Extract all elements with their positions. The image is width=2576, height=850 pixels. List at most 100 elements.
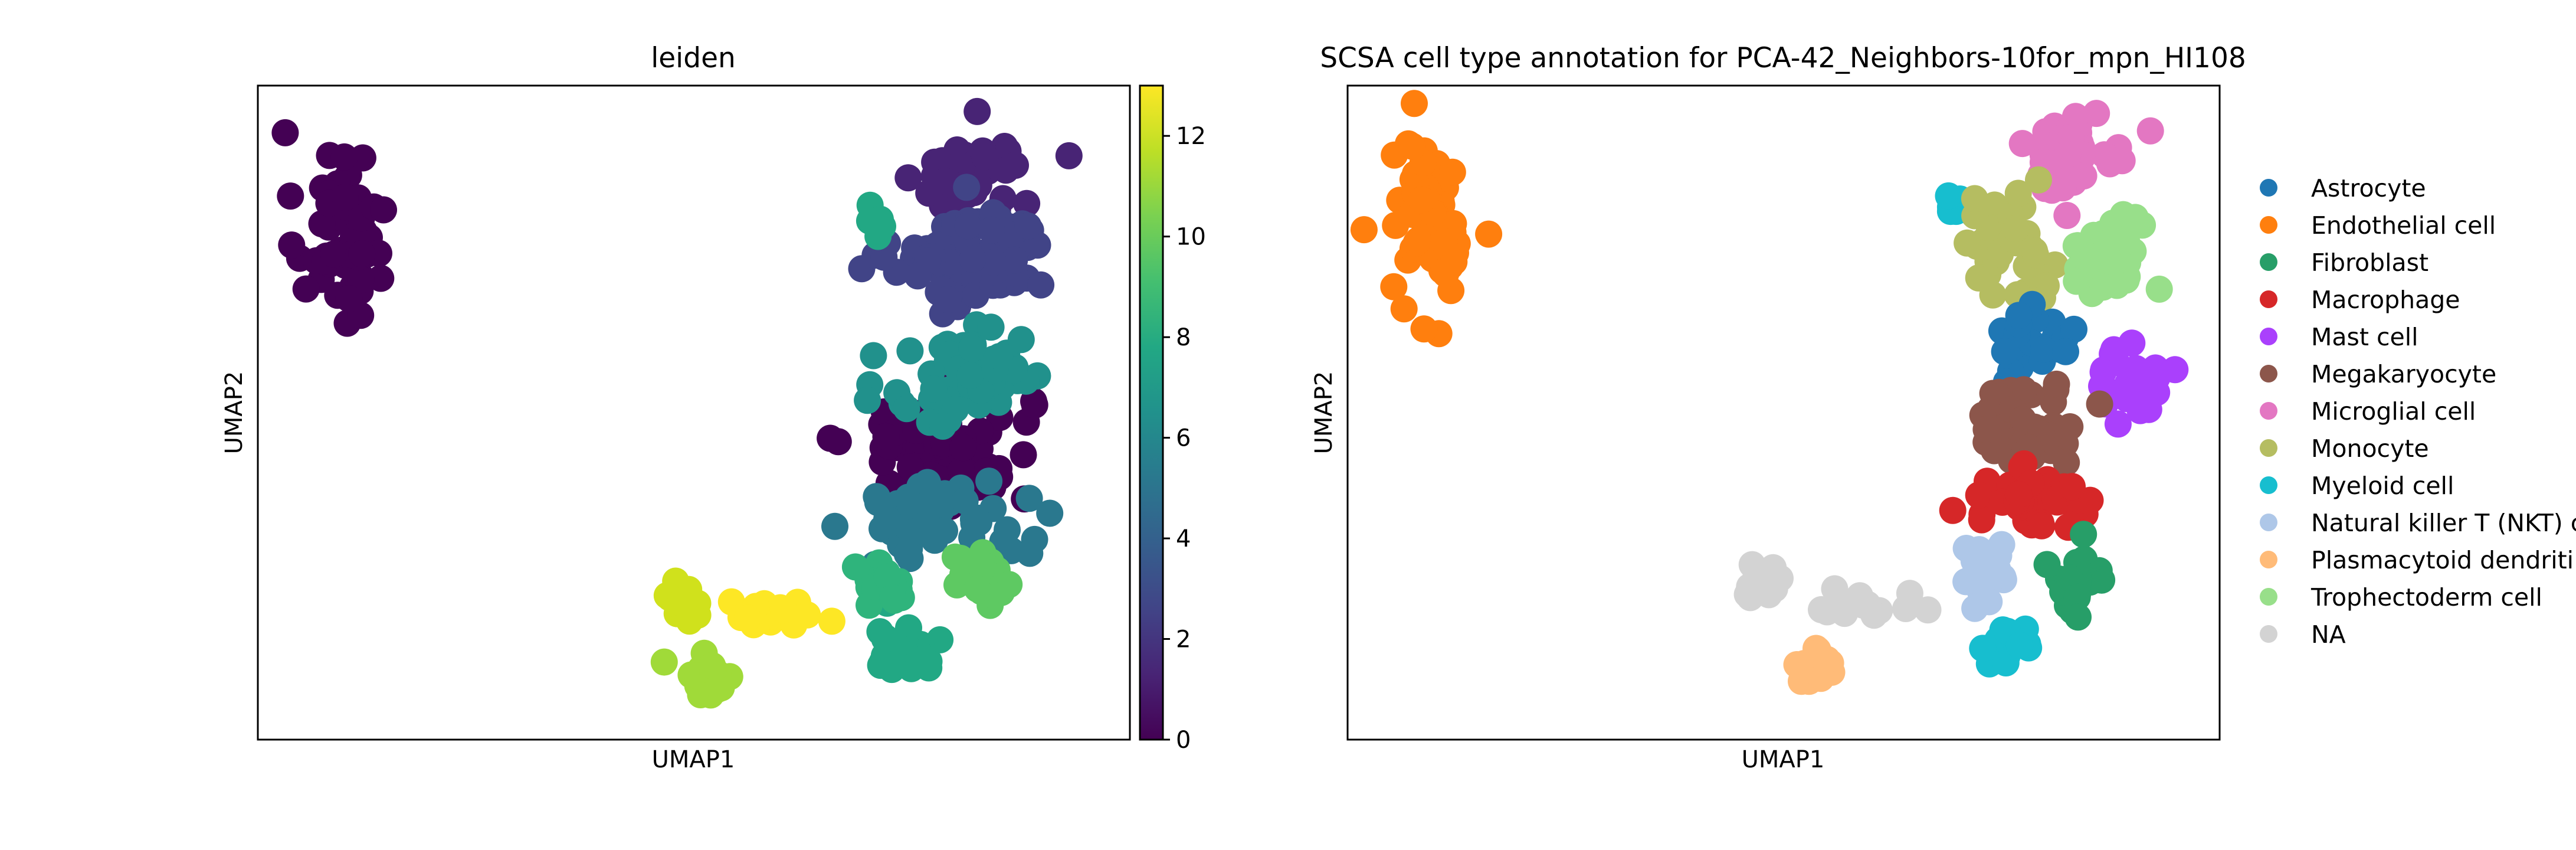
scsa-point <box>2033 551 2061 578</box>
scsa-point <box>1404 227 1432 254</box>
scsa-point <box>2108 147 2136 175</box>
leiden-point <box>980 249 1007 276</box>
legend-marker <box>2260 328 2277 345</box>
leiden-point <box>1055 142 1083 169</box>
scsa-point <box>1410 315 1438 343</box>
leiden-point <box>1015 485 1043 512</box>
scsa-point <box>2028 512 2056 540</box>
leiden-point <box>320 240 348 268</box>
colorbar-tick-label: 0 <box>1176 727 1191 754</box>
scsa-point <box>1475 220 1503 248</box>
leiden-point <box>824 428 852 456</box>
scsa-point <box>1954 229 1981 257</box>
colorbar-tick-label: 10 <box>1176 224 1206 251</box>
scsa-point <box>2122 204 2149 231</box>
scsa-point <box>2126 397 2154 424</box>
scsa-title: SCSA cell type annotation for PCA-42_Nei… <box>1320 42 2246 74</box>
scsa-point <box>2060 315 2087 343</box>
leiden-point <box>872 423 900 450</box>
scsa-point <box>1914 596 1942 624</box>
leiden-point <box>1021 525 1048 553</box>
leiden-point <box>956 362 984 389</box>
scsa-point <box>1408 186 1436 214</box>
leiden-point <box>977 313 1005 341</box>
legend-marker <box>2260 179 2277 197</box>
scsa-point <box>1398 132 1426 160</box>
scsa-point <box>2103 272 2131 299</box>
leiden-point <box>348 240 376 267</box>
scsa-point <box>1840 590 1867 617</box>
leiden-point <box>943 571 971 599</box>
scsa-point <box>1991 338 2018 365</box>
leiden-point <box>1007 326 1035 354</box>
legend-marker <box>2260 253 2277 271</box>
scsa-point <box>2145 275 2173 303</box>
leiden-point <box>994 516 1021 544</box>
legend-label: Trophectoderm cell <box>2310 583 2542 612</box>
leiden-point <box>292 275 320 303</box>
legend-marker <box>2260 216 2277 234</box>
scsa-point <box>1939 496 1967 524</box>
legend-marker <box>2260 588 2277 606</box>
scsa-point <box>2021 237 2049 264</box>
leiden-point <box>894 164 922 192</box>
leiden-point <box>978 216 1005 244</box>
scsa-point <box>2033 272 2060 300</box>
leiden-point <box>873 505 901 533</box>
leiden-point <box>986 343 1014 370</box>
colorbar-gradient <box>1140 86 1163 740</box>
scsa-point <box>1892 595 1919 622</box>
legend-label: Endothelial cell <box>2311 211 2496 240</box>
scsa-xlabel: UMAP1 <box>1742 746 1825 773</box>
leiden-point <box>896 489 923 516</box>
leiden-point <box>308 210 336 238</box>
scsa-point <box>1733 581 1761 608</box>
leiden-point <box>650 648 678 676</box>
leiden-point <box>821 512 848 540</box>
leiden-point <box>841 553 869 581</box>
scsa-point <box>2086 390 2113 418</box>
leiden-title: leiden <box>651 42 736 74</box>
scsa-point <box>2143 378 2171 406</box>
legend-marker <box>2260 365 2277 382</box>
leiden-point <box>971 143 999 171</box>
scsa-plot-frame <box>1346 84 2221 741</box>
scsa-point <box>1430 228 1458 256</box>
leiden-point <box>951 487 979 515</box>
leiden-ylabel: UMAP2 <box>221 371 248 455</box>
scsa-point <box>2059 473 2086 501</box>
scsa-point <box>1965 481 1992 509</box>
scsa-panel: SCSA cell type annotation for PCA-42_Nei… <box>1310 42 2576 773</box>
leiden-point <box>863 483 891 511</box>
colorbar-tick-label: 6 <box>1176 425 1191 452</box>
scsa-point <box>2070 521 2097 548</box>
scsa-point <box>1984 555 2011 583</box>
leiden-point <box>860 342 887 370</box>
leiden-points <box>271 97 1083 709</box>
leiden-point <box>332 184 359 211</box>
scsa-point <box>2095 228 2123 256</box>
scsa-point <box>2104 410 2132 438</box>
scsa-point <box>1821 575 1849 603</box>
scsa-point <box>1380 273 1408 300</box>
scsa-point <box>1787 651 1814 679</box>
leiden-point <box>335 285 363 312</box>
leiden-point <box>958 335 986 362</box>
leiden-point <box>794 601 821 629</box>
leiden-point <box>734 604 761 632</box>
leiden-point <box>769 596 797 624</box>
legend-label: Plasmacytoid dendriti <box>2311 546 2574 574</box>
scsa-point <box>2136 117 2164 145</box>
leiden-point <box>920 375 948 403</box>
colorbar-frame <box>1139 84 1164 741</box>
leiden-point <box>975 468 1003 495</box>
leiden-panel: leiden UMAP1 UMAP2 0 2 4 6 8 10 12 <box>221 42 1206 773</box>
legend-label: Natural killer T (NKT) c <box>2311 509 2576 537</box>
leiden-point <box>330 143 358 171</box>
colorbar-tick-label: 4 <box>1176 525 1191 552</box>
leiden-point <box>997 537 1025 564</box>
scsa-point <box>2062 103 2089 130</box>
scsa-point <box>2004 179 2032 207</box>
leiden-plot-frame <box>257 84 1131 741</box>
leiden-point <box>1036 499 1064 527</box>
